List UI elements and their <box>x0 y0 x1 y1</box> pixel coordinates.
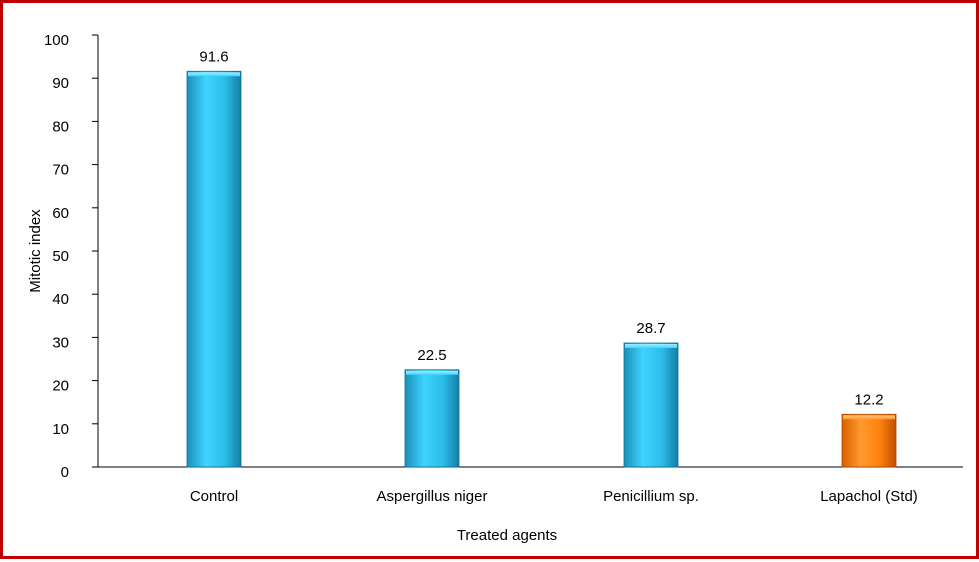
y-tick-label: 100 <box>44 32 69 49</box>
y-tick-label: 20 <box>52 378 69 395</box>
bar-top-highlight <box>625 344 677 349</box>
y-axis-ticks: 0 10 20 30 40 50 60 70 80 90 100 <box>44 32 98 481</box>
x-category-label: Control <box>190 488 238 505</box>
x-category-label: Penicillium sp. <box>603 488 699 505</box>
bar <box>404 369 460 468</box>
y-tick-label: 40 <box>52 291 69 308</box>
bar-top-highlight <box>406 370 458 375</box>
bar-value-label: 28.7 <box>636 320 665 337</box>
bars-group: 91.6 22.5 28.7 12.2 <box>186 48 897 468</box>
x-axis-title: Treated agents <box>457 527 557 544</box>
x-axis-labels: Control Aspergillus niger Penicillium sp. L… <box>190 488 918 505</box>
y-tick-label: 0 <box>61 464 69 481</box>
y-axis-title: Mitotic index <box>27 209 44 293</box>
bar-value-label: 91.6 <box>199 48 228 65</box>
y-tick-label: 50 <box>52 248 69 265</box>
bar-top-highlight <box>188 72 240 77</box>
bar-value-label: 12.2 <box>854 391 883 408</box>
y-tick-label: 90 <box>52 75 69 92</box>
x-category-label: Lapachol (Std) <box>820 488 918 505</box>
y-tick-label: 10 <box>52 421 69 438</box>
bar <box>623 342 679 468</box>
bar <box>841 413 897 468</box>
y-tick-label: 70 <box>52 162 69 179</box>
y-tick-label: 80 <box>52 118 69 135</box>
y-tick-label: 30 <box>52 334 69 351</box>
bar-top-highlight <box>843 415 895 420</box>
bar-value-label: 22.5 <box>417 347 446 364</box>
y-tick-label: 60 <box>52 205 69 222</box>
bar <box>186 70 242 468</box>
x-category-label: Aspergillus niger <box>377 488 488 505</box>
